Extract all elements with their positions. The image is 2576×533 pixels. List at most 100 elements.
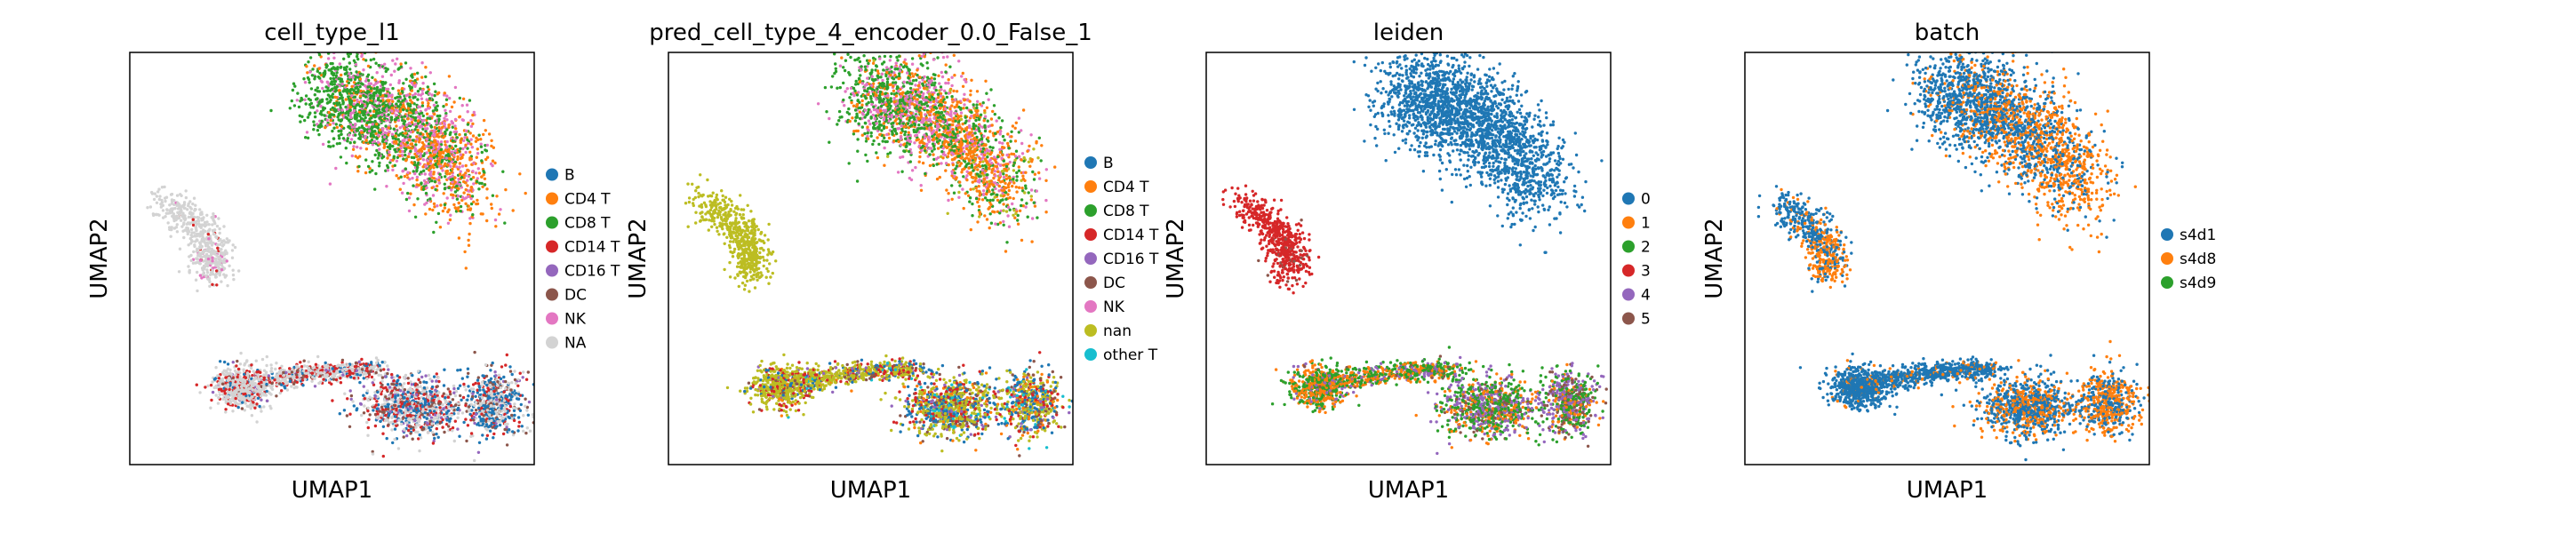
umap-point xyxy=(219,378,223,383)
umap-point xyxy=(371,169,374,172)
umap-point xyxy=(471,170,475,173)
umap-point xyxy=(445,196,449,200)
umap-point xyxy=(450,160,454,163)
umap-point xyxy=(266,399,269,402)
umap-point xyxy=(310,74,315,77)
umap-point xyxy=(458,165,461,169)
umap-point xyxy=(430,93,434,97)
umap-point xyxy=(400,115,404,119)
umap-point xyxy=(384,124,388,128)
umap-point xyxy=(471,134,476,138)
umap-point xyxy=(502,399,507,402)
umap-point xyxy=(381,94,385,98)
umap-point xyxy=(339,155,343,159)
umap-point xyxy=(318,119,322,123)
umap-point xyxy=(433,205,436,209)
umap-point xyxy=(202,228,205,232)
umap-point xyxy=(425,91,428,95)
umap-point xyxy=(411,100,414,105)
umap-point xyxy=(405,141,409,145)
umap-point xyxy=(200,240,204,243)
umap-point xyxy=(447,123,451,127)
umap-point xyxy=(210,216,213,219)
umap-point xyxy=(350,129,354,132)
umap-point xyxy=(378,91,381,95)
umap-point xyxy=(223,275,227,279)
umap-point xyxy=(339,381,343,385)
umap-point xyxy=(163,185,166,189)
umap-point xyxy=(428,168,431,172)
umap-point xyxy=(346,137,349,140)
umap-point xyxy=(458,132,461,137)
umap-point xyxy=(399,175,403,179)
umap-point xyxy=(388,394,392,398)
umap-point xyxy=(466,179,469,182)
umap-point xyxy=(451,177,454,181)
umap-point xyxy=(429,154,433,157)
umap-point xyxy=(444,98,449,101)
umap-point xyxy=(396,89,401,92)
umap-point xyxy=(442,192,445,195)
umap-point xyxy=(351,371,355,375)
umap-point xyxy=(373,99,378,103)
umap-point xyxy=(194,278,198,282)
umap-point xyxy=(469,434,473,438)
umap-point xyxy=(375,71,379,75)
umap-point xyxy=(242,397,246,402)
umap-point xyxy=(354,75,357,79)
umap-point xyxy=(384,104,388,107)
umap-point xyxy=(264,373,268,377)
umap-point xyxy=(355,364,358,368)
umap-point xyxy=(281,378,284,381)
umap-point xyxy=(318,380,323,384)
umap-point xyxy=(445,118,449,122)
umap-point xyxy=(413,128,417,131)
umap-point xyxy=(380,410,384,414)
umap-point xyxy=(435,107,438,112)
umap-point xyxy=(440,125,444,130)
umap-point xyxy=(217,377,221,380)
umap-point xyxy=(398,126,402,130)
umap-point xyxy=(418,140,421,144)
umap-point xyxy=(476,382,481,386)
umap-point xyxy=(362,370,365,374)
umap-point xyxy=(471,122,475,126)
umap-point xyxy=(375,94,380,98)
umap-point xyxy=(377,97,380,101)
umap-point xyxy=(459,210,462,213)
umap-point xyxy=(414,430,418,434)
umap-point xyxy=(446,210,450,214)
umap-point xyxy=(327,140,331,144)
umap-point xyxy=(376,133,380,138)
umap-point xyxy=(332,79,336,84)
umap-point xyxy=(380,127,385,131)
umap-point xyxy=(413,91,417,96)
umap-point xyxy=(295,99,299,102)
umap-point xyxy=(510,381,514,385)
umap-point xyxy=(411,437,414,441)
umap-point xyxy=(347,118,351,122)
umap-point xyxy=(348,412,352,416)
umap-point xyxy=(388,83,392,87)
umap-point xyxy=(351,76,355,79)
umap-point xyxy=(335,142,340,146)
umap-point xyxy=(421,187,426,191)
umap-point xyxy=(411,109,414,113)
umap-point xyxy=(460,198,464,203)
umap-point xyxy=(444,143,447,147)
umap-point xyxy=(369,134,372,138)
umap-point xyxy=(493,218,498,222)
umap-point xyxy=(393,147,396,152)
umap-point xyxy=(330,81,333,84)
umap-point xyxy=(356,102,360,107)
umap-point xyxy=(187,243,190,247)
umap-point xyxy=(429,146,433,149)
umap-point xyxy=(378,104,381,107)
umap-point xyxy=(206,249,210,253)
umap-point xyxy=(499,414,502,418)
umap-point xyxy=(187,265,190,268)
umap-point xyxy=(441,169,444,172)
umap-point xyxy=(469,202,474,206)
umap-point xyxy=(265,363,268,368)
umap-point xyxy=(223,397,228,401)
